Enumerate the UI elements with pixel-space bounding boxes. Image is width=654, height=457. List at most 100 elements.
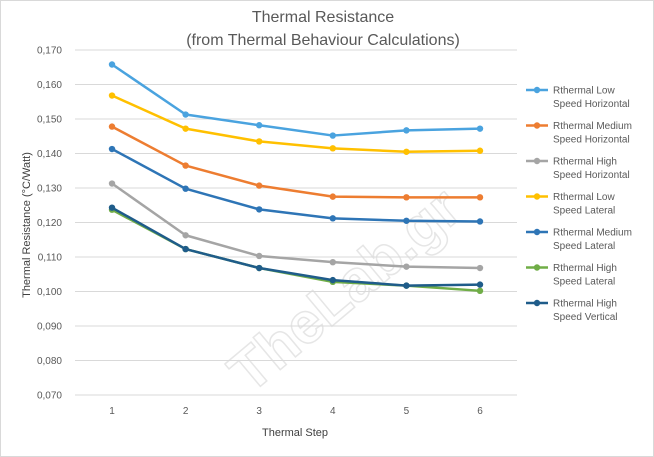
series-line: [111, 63, 481, 137]
x-tick-label: 4: [330, 406, 336, 417]
chart-title: Thermal Resistance: [252, 9, 394, 26]
series-line: [111, 182, 481, 270]
x-tick-label: 6: [477, 406, 483, 417]
data-point: [182, 185, 189, 192]
y-tick-labels: 0,070 0,080 0,090 0,100 0,110 0,120 0,130 0,140…: [37, 46, 62, 402]
data-point: [329, 193, 336, 200]
data-point: [476, 287, 484, 295]
data-point: [108, 180, 116, 187]
x-tick-label: 1: [109, 406, 115, 417]
x-tick-labels: 1 2 3 4 5 6: [109, 406, 483, 417]
data-point: [108, 92, 116, 99]
series-5: [108, 145, 484, 225]
legend-label-line2: Speed Horizontal: [553, 135, 630, 146]
data-point: [182, 232, 189, 239]
series-7: [108, 204, 484, 289]
y-axis-label: Thermal Resistance (°C/Watt): [21, 152, 33, 298]
y-tick-label: 0,110: [38, 253, 63, 264]
x-axis-label: Thermal Step: [262, 427, 328, 439]
data-point: [256, 264, 263, 272]
data-point: [256, 122, 263, 129]
legend-label-line2: Speed Horizontal: [553, 99, 630, 110]
y-tick-label: 0,140: [37, 149, 62, 160]
series-1: [108, 61, 484, 139]
legend-label-line2: Speed Horizontal: [553, 170, 630, 181]
y-tick-label: 0,160: [37, 80, 62, 91]
legend-item: Rthermal High Speed Horizontal: [526, 157, 630, 181]
data-point: [256, 206, 263, 213]
series-3: [108, 180, 484, 272]
series-line: [111, 125, 480, 199]
data-point: [329, 276, 336, 284]
data-point: [256, 138, 263, 145]
data-point: [182, 162, 189, 169]
legend-label-line1: Rthermal High: [553, 299, 617, 310]
legend-swatch-marker: [533, 299, 541, 307]
y-tick-label: 0,130: [37, 184, 62, 195]
legend-label-line1: Rthermal Medium: [553, 121, 632, 132]
data-point: [476, 125, 484, 132]
data-point: [329, 145, 336, 152]
x-tick-label: 5: [404, 406, 410, 417]
data-point: [403, 148, 410, 155]
legend-swatch-marker: [533, 264, 541, 271]
legend-item: Rthermal Medium Speed Horizontal: [526, 121, 632, 146]
legend-label-line1: Rthermal High: [553, 263, 617, 274]
legend-item: Rthermal High Speed Vertical: [526, 299, 618, 323]
data-point: [329, 258, 336, 266]
data-point: [476, 147, 484, 154]
legend-swatch-marker: [533, 228, 541, 236]
y-tick-label: 0,100: [37, 287, 62, 298]
data-point: [108, 145, 116, 153]
data-point: [256, 182, 263, 189]
legend-swatch-marker: [533, 86, 541, 94]
legend-label-line1: Rthermal Low: [553, 86, 615, 97]
series-line: [111, 147, 481, 223]
data-point: [182, 125, 189, 132]
legend-swatch-marker: [533, 193, 541, 200]
data-point: [476, 264, 484, 272]
data-point: [182, 245, 189, 253]
legend-label-line2: Speed Lateral: [553, 206, 615, 217]
gridlines: [75, 49, 517, 396]
data-point: [403, 217, 410, 224]
legend-item: Rthermal Low Speed Horizontal: [526, 86, 630, 110]
legend-item: Rthermal High Speed Lateral: [526, 263, 617, 288]
data-point: [476, 194, 484, 201]
data-point: [108, 123, 116, 130]
data-point: [403, 263, 410, 270]
series-lines: [108, 61, 484, 295]
legend-item: Rthermal Medium Speed Lateral: [526, 228, 632, 252]
series-4: [108, 92, 484, 155]
x-tick-label: 3: [256, 406, 262, 417]
legend-label-line2: Speed Lateral: [553, 277, 615, 288]
y-tick-label: 0,070: [37, 391, 62, 402]
legend-label-line1: Rthermal Medium: [553, 228, 632, 239]
data-point: [403, 282, 410, 289]
series-line: [111, 206, 481, 287]
data-point: [329, 132, 336, 139]
series-2: [108, 123, 484, 201]
legend-label-line1: Rthermal Low: [553, 192, 615, 203]
y-tick-label: 0,080: [37, 356, 62, 367]
y-tick-label: 0,120: [37, 218, 62, 229]
legend-swatch-marker: [533, 157, 541, 165]
y-tick-label: 0,090: [37, 322, 62, 333]
data-point: [403, 194, 410, 201]
x-tick-label: 2: [183, 406, 189, 417]
data-point: [108, 61, 116, 68]
legend-label-line1: Rthermal High: [553, 157, 617, 168]
data-point: [403, 127, 410, 134]
y-tick-label: 0,170: [37, 46, 62, 57]
chart-subtitle: (from Thermal Behaviour Calculations): [186, 32, 460, 49]
data-point: [476, 281, 484, 288]
data-point: [329, 215, 336, 222]
legend-label-line2: Speed Lateral: [553, 241, 615, 252]
legend-item: Rthermal Low Speed Lateral: [526, 192, 615, 217]
legend-swatch-marker: [533, 122, 541, 129]
legend-label-line2: Speed Vertical: [553, 312, 618, 323]
data-point: [182, 111, 189, 118]
